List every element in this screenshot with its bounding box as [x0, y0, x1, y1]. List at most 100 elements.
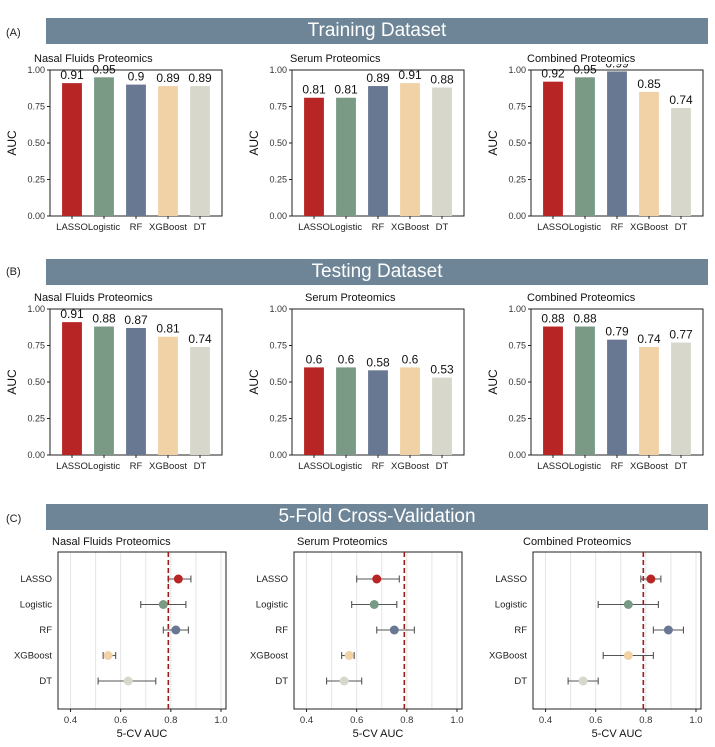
x-tick-label-xgboost: XGBoost	[149, 222, 187, 233]
bar-lasso	[543, 326, 563, 455]
data-label-logistic: 0.6	[338, 352, 355, 366]
plot-frame	[57, 551, 227, 710]
y-tick-label: 1.00	[269, 304, 287, 314]
data-label-dt: 0.88	[430, 73, 454, 87]
y-axis-label: AUC	[486, 369, 500, 395]
data-label-dt: 0.77	[669, 328, 693, 342]
x-tick-label-xgboost: XGBoost	[391, 222, 429, 233]
data-label-lasso: 0.88	[541, 312, 565, 326]
data-label-logistic: 0.81	[334, 83, 358, 97]
data-label-dt: 0.89	[188, 71, 212, 85]
chart-train-nasal: AUC 0.00 0.25 0.50 0.75 1.00 0.91 LASSO 0.95 Logi…	[5, 64, 223, 233]
x-tick-label-dt: DT	[194, 461, 207, 472]
data-label-rf: 0.89	[366, 71, 390, 85]
y-category-label-dt: DT	[275, 676, 288, 687]
point-logistic	[369, 600, 379, 609]
x-tick-label: 0.4	[300, 715, 313, 726]
bar-dt	[432, 377, 452, 455]
x-tick-label-lasso: LASSO	[56, 222, 88, 233]
bar-logistic	[575, 326, 595, 455]
bar-logistic	[94, 77, 114, 216]
x-tick-label-rf: RF	[611, 222, 624, 233]
y-tick-label: 1.00	[269, 65, 287, 75]
data-label-logistic: 0.95	[92, 64, 116, 76]
banner-cv: 5-Fold Cross-Validation	[46, 504, 708, 530]
y-tick-label: 0.50	[508, 377, 526, 387]
bar-xgboost	[158, 86, 178, 216]
x-tick-label: 0.8	[164, 715, 177, 726]
y-tick-label: 0.50	[508, 138, 526, 148]
x-tick-label-lasso: LASSO	[298, 222, 330, 233]
data-label-lasso: 0.91	[60, 307, 84, 321]
bar-lasso	[543, 81, 563, 217]
x-tick-label-dt: DT	[194, 222, 207, 233]
x-tick-label-logistic: Logistic	[88, 461, 120, 472]
data-label-xgboost: 0.85	[637, 77, 661, 91]
x-tick-label-logistic: Logistic	[88, 222, 120, 233]
data-label-rf: 0.99	[605, 64, 629, 70]
y-axis-label: AUC	[247, 369, 261, 395]
x-tick-label: 0.8	[400, 715, 413, 726]
bar-xgboost	[158, 336, 178, 455]
x-tick-label: 1.0	[214, 715, 227, 726]
data-label-logistic: 0.88	[92, 312, 116, 326]
bar-rf	[607, 71, 627, 217]
bar-logistic	[336, 367, 356, 455]
y-tick-label: 1.00	[27, 65, 45, 75]
y-tick-label: 0.50	[27, 377, 45, 387]
y-category-label-rf: RF	[275, 625, 288, 636]
y-category-label-logistic: Logistic	[495, 600, 527, 611]
x-tick-label-logistic: Logistic	[569, 222, 601, 233]
y-tick-label: 0.25	[27, 175, 45, 185]
chart-test-serum: AUC 0.00 0.25 0.50 0.75 1.00 0.6 LASSO 0.6 Logist…	[247, 304, 465, 472]
x-tick-label: 0.6	[589, 715, 602, 726]
y-category-label-rf: RF	[39, 625, 52, 636]
point-dt	[123, 676, 133, 686]
data-label-rf: 0.87	[124, 313, 148, 327]
x-tick-label: 0.6	[350, 715, 363, 726]
panel-title-train-serum: Serum Proteomics	[290, 53, 381, 65]
x-tick-label-xgboost: XGBoost	[391, 461, 429, 472]
y-category-label-logistic: Logistic	[20, 600, 52, 611]
y-tick-label: 0.25	[508, 414, 526, 424]
data-label-lasso: 0.6	[306, 352, 323, 366]
y-tick-label: 0.75	[269, 341, 287, 351]
data-label-xgboost: 0.6	[402, 352, 419, 366]
x-tick-label-dt: DT	[436, 461, 449, 472]
y-tick-label: 1.00	[508, 65, 526, 75]
x-tick-label-rf: RF	[372, 222, 385, 233]
y-tick-label: 0.00	[27, 450, 45, 460]
y-tick-label: 0.25	[269, 175, 287, 185]
panel-title-test-serum: Serum Proteomics	[305, 292, 396, 304]
y-category-label-lasso: LASSO	[495, 574, 527, 585]
y-category-label-rf: RF	[514, 625, 527, 636]
chart-test-nasal: AUC 0.00 0.25 0.50 0.75 1.00 0.91 LASSO 0.88 Logi…	[5, 304, 223, 472]
point-dt	[578, 676, 588, 686]
x-tick-label-logistic: Logistic	[330, 461, 362, 472]
bar-lasso	[304, 367, 324, 455]
chart-cv-combined: LASSO Logistic RF XGBoost DT 0.4 0.6 0.8 1.0 5-CV…	[489, 551, 703, 740]
y-axis-label: AUC	[5, 369, 19, 395]
x-tick-label: 0.4	[539, 715, 552, 726]
panel-title-test-nasal: Nasal Fluids Proteomics	[34, 292, 153, 304]
y-tick-label: 0.00	[27, 211, 45, 221]
y-axis-label: AUC	[486, 130, 500, 156]
bar-xgboost	[400, 367, 420, 455]
bar-xgboost	[639, 91, 659, 216]
y-tick-label: 1.00	[508, 304, 526, 314]
panel-title-train-nasal: Nasal Fluids Proteomics	[34, 53, 153, 65]
y-tick-label: 0.25	[508, 175, 526, 185]
bar-logistic	[94, 326, 114, 455]
point-xgboost	[623, 651, 633, 660]
point-logistic	[158, 600, 168, 609]
x-axis-label: 5-CV AUC	[353, 728, 404, 740]
data-label-rf: 0.79	[605, 325, 629, 339]
y-tick-label: 0.75	[27, 341, 45, 351]
chart-train-serum: AUC 0.00 0.25 0.50 0.75 1.00 0.81 LASSO 0.81 Logi…	[247, 65, 465, 233]
y-tick-label: 0.50	[27, 138, 45, 148]
data-label-rf: 0.58	[366, 355, 390, 369]
bar-logistic	[336, 97, 356, 216]
x-tick-label: 0.8	[639, 715, 652, 726]
x-tick-label: 1.0	[689, 715, 702, 726]
y-tick-label: 0.00	[269, 450, 287, 460]
